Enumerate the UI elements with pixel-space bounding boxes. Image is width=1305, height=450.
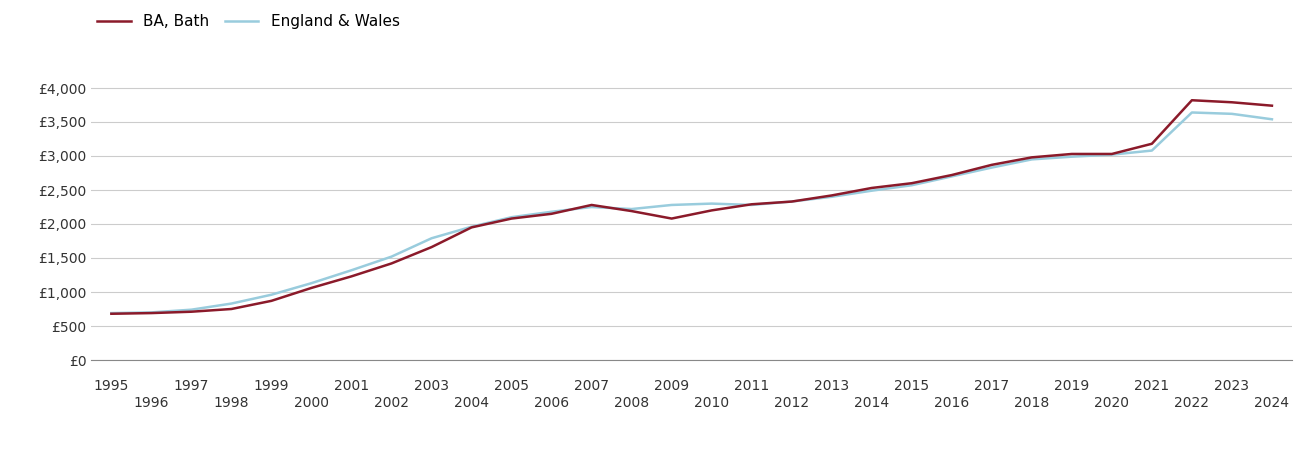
Text: 2019: 2019 bbox=[1054, 379, 1090, 393]
England & Wales bbox=[223, 301, 239, 306]
England & Wales bbox=[304, 280, 320, 286]
England & Wales bbox=[784, 199, 800, 204]
BA, Bath bbox=[1265, 103, 1280, 108]
BA, Bath bbox=[144, 310, 159, 316]
BA, Bath bbox=[624, 208, 639, 214]
Text: 2017: 2017 bbox=[975, 379, 1009, 393]
England & Wales bbox=[1265, 117, 1280, 122]
Line: BA, Bath: BA, Bath bbox=[111, 100, 1272, 314]
Text: 2008: 2008 bbox=[615, 396, 649, 410]
England & Wales bbox=[463, 224, 479, 230]
Text: 2000: 2000 bbox=[294, 396, 329, 410]
BA, Bath bbox=[544, 211, 560, 216]
BA, Bath bbox=[1104, 151, 1120, 157]
BA, Bath bbox=[264, 298, 279, 304]
Text: 2021: 2021 bbox=[1134, 379, 1169, 393]
BA, Bath bbox=[744, 202, 760, 207]
England & Wales bbox=[1144, 148, 1160, 153]
England & Wales bbox=[744, 202, 760, 207]
England & Wales bbox=[264, 292, 279, 297]
BA, Bath bbox=[984, 162, 1000, 167]
England & Wales bbox=[823, 194, 839, 199]
England & Wales bbox=[424, 236, 440, 241]
England & Wales bbox=[664, 202, 680, 207]
Line: England & Wales: England & Wales bbox=[111, 112, 1272, 313]
Text: 2003: 2003 bbox=[414, 379, 449, 393]
BA, Bath bbox=[703, 208, 719, 213]
BA, Bath bbox=[1184, 98, 1199, 103]
England & Wales bbox=[583, 204, 599, 210]
BA, Bath bbox=[664, 216, 680, 221]
BA, Bath bbox=[823, 193, 839, 198]
England & Wales bbox=[864, 188, 880, 194]
Text: 1995: 1995 bbox=[94, 379, 129, 393]
BA, Bath bbox=[304, 285, 320, 291]
Legend: BA, Bath, England & Wales: BA, Bath, England & Wales bbox=[91, 8, 406, 35]
Text: 1998: 1998 bbox=[214, 396, 249, 410]
Text: 2004: 2004 bbox=[454, 396, 489, 410]
Text: 2006: 2006 bbox=[534, 396, 569, 410]
Text: 2022: 2022 bbox=[1174, 396, 1210, 410]
England & Wales bbox=[184, 307, 200, 312]
BA, Bath bbox=[784, 199, 800, 204]
BA, Bath bbox=[904, 180, 920, 186]
BA, Bath bbox=[1024, 155, 1040, 160]
BA, Bath bbox=[463, 225, 479, 230]
Text: 2012: 2012 bbox=[774, 396, 809, 410]
Text: 2015: 2015 bbox=[894, 379, 929, 393]
Text: 2001: 2001 bbox=[334, 379, 369, 393]
England & Wales bbox=[1064, 154, 1079, 159]
England & Wales bbox=[904, 183, 920, 188]
Text: 2007: 2007 bbox=[574, 379, 609, 393]
Text: 2005: 2005 bbox=[495, 379, 529, 393]
BA, Bath bbox=[1144, 141, 1160, 146]
England & Wales bbox=[1184, 110, 1199, 115]
England & Wales bbox=[944, 174, 959, 179]
Text: 2010: 2010 bbox=[694, 396, 729, 410]
England & Wales bbox=[984, 165, 1000, 170]
Text: 2018: 2018 bbox=[1014, 396, 1049, 410]
BA, Bath bbox=[583, 202, 599, 207]
BA, Bath bbox=[944, 172, 959, 178]
England & Wales bbox=[384, 254, 399, 259]
BA, Bath bbox=[103, 311, 119, 316]
England & Wales bbox=[703, 201, 719, 206]
England & Wales bbox=[103, 310, 119, 316]
BA, Bath bbox=[504, 216, 519, 221]
BA, Bath bbox=[1224, 99, 1240, 105]
England & Wales bbox=[544, 209, 560, 215]
Text: 2020: 2020 bbox=[1095, 396, 1129, 410]
Text: 2014: 2014 bbox=[855, 396, 889, 410]
BA, Bath bbox=[1064, 151, 1079, 157]
Text: 2023: 2023 bbox=[1215, 379, 1249, 393]
England & Wales bbox=[1104, 152, 1120, 158]
England & Wales bbox=[144, 310, 159, 315]
Text: 1999: 1999 bbox=[253, 379, 290, 393]
BA, Bath bbox=[223, 306, 239, 312]
England & Wales bbox=[343, 268, 359, 273]
BA, Bath bbox=[424, 244, 440, 250]
England & Wales bbox=[504, 215, 519, 220]
Text: 1997: 1997 bbox=[174, 379, 209, 393]
Text: 2009: 2009 bbox=[654, 379, 689, 393]
Text: 2002: 2002 bbox=[375, 396, 408, 410]
BA, Bath bbox=[184, 309, 200, 315]
BA, Bath bbox=[864, 185, 880, 191]
Text: 2013: 2013 bbox=[814, 379, 850, 393]
BA, Bath bbox=[384, 261, 399, 266]
Text: 2011: 2011 bbox=[733, 379, 770, 393]
Text: 2016: 2016 bbox=[934, 396, 970, 410]
England & Wales bbox=[1224, 111, 1240, 117]
BA, Bath bbox=[343, 274, 359, 279]
England & Wales bbox=[624, 207, 639, 212]
Text: 1996: 1996 bbox=[133, 396, 170, 410]
Text: 2024: 2024 bbox=[1254, 396, 1289, 410]
England & Wales bbox=[1024, 157, 1040, 162]
